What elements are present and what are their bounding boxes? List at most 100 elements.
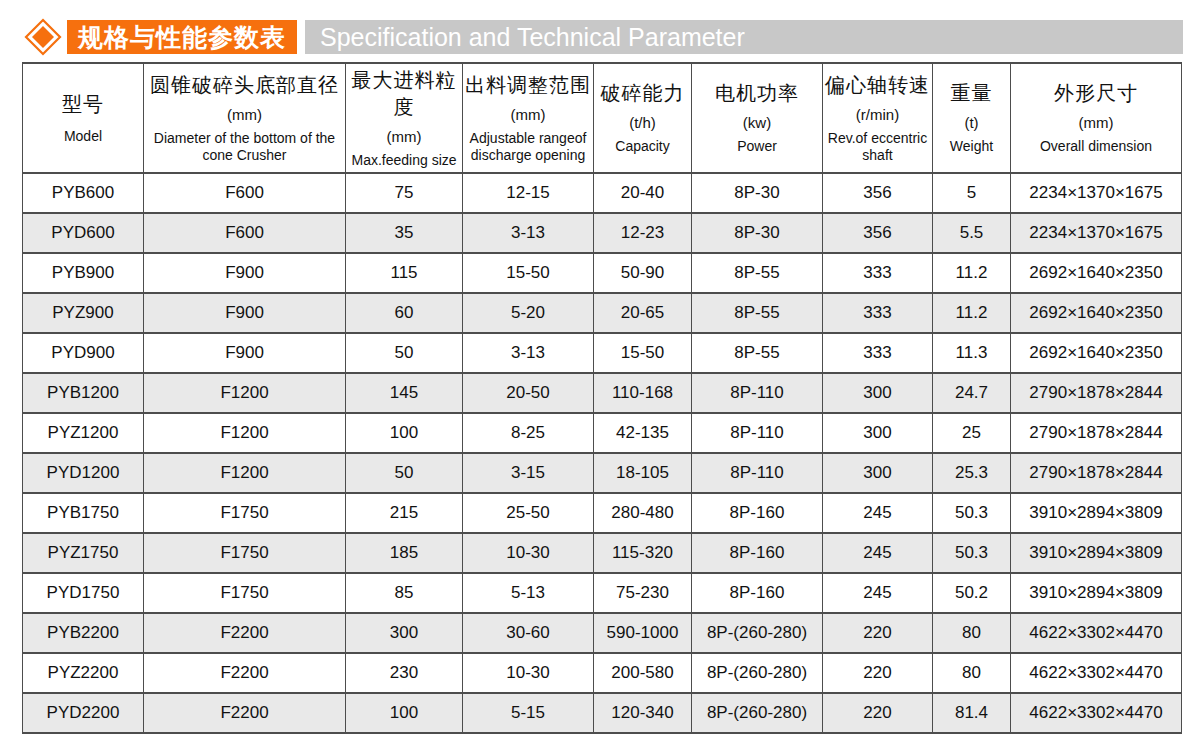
header-unit: (mm) <box>1079 114 1114 131</box>
table-cell: PYD600 <box>23 213 144 253</box>
page-title-en: Specification and Technical Parameter <box>305 20 1183 54</box>
header-label-en: Capacity <box>615 138 669 156</box>
table-cell: 8P-(260-280) <box>692 613 823 653</box>
table-cell: 11.3 <box>933 333 1011 373</box>
table-cell: 80 <box>933 613 1011 653</box>
table-cell: 2790×1878×2844 <box>1011 413 1182 453</box>
header-label-en: Max.feeding size <box>351 152 456 170</box>
table-cell: 15-50 <box>594 333 692 373</box>
table-cell: 2790×1878×2844 <box>1011 453 1182 493</box>
table-cell: 356 <box>823 173 933 213</box>
table-cell: F900 <box>144 293 346 333</box>
table-cell: 75 <box>346 173 463 213</box>
table-cell: 245 <box>823 533 933 573</box>
table-cell: 115-320 <box>594 533 692 573</box>
table-cell: F600 <box>144 173 346 213</box>
header-label-zh: 圆锥破碎头底部直径 <box>150 72 339 99</box>
table-cell: 50 <box>346 453 463 493</box>
table-cell: 20-50 <box>463 373 594 413</box>
table-cell: 50.3 <box>933 533 1011 573</box>
table-row: PYZ900F900605-2020-658P-5533311.22692×16… <box>23 293 1182 333</box>
table-cell: 220 <box>823 693 933 733</box>
table-row: PYB600F6007512-1520-408P-3035652234×1370… <box>23 173 1182 213</box>
table-cell: F1200 <box>144 453 346 493</box>
page-title-zh: 规格与性能参数表 <box>67 20 297 54</box>
table-cell: 8P-110 <box>692 413 823 453</box>
table-cell: 4622×3302×4470 <box>1011 613 1182 653</box>
table-row: PYB2200F220030030-60590-10008P-(260-280)… <box>23 613 1182 653</box>
header-label-en: Diameter of the bottom of the cone Crush… <box>146 130 343 165</box>
table-cell: 5 <box>933 173 1011 213</box>
header-label-zh: 破碎能力 <box>601 80 685 107</box>
header-label-en: Model <box>64 128 102 146</box>
table-row: PYD2200F22001005-15120-3408P-(260-280)22… <box>23 693 1182 733</box>
table-cell: F1200 <box>144 413 346 453</box>
table-row: PYD900F900503-1315-508P-5533311.32692×16… <box>23 333 1182 373</box>
column-header-model: 型号 Model <box>23 63 144 173</box>
header-label-zh: 出料调整范围 <box>465 72 591 99</box>
table-cell: 200-580 <box>594 653 692 693</box>
table-cell: 356 <box>823 213 933 253</box>
table-cell: 11.2 <box>933 293 1011 333</box>
table-cell: 215 <box>346 493 463 533</box>
table-cell: 5-13 <box>463 573 594 613</box>
table-cell: 333 <box>823 253 933 293</box>
table-cell: 8P-110 <box>692 453 823 493</box>
table-cell: 5.5 <box>933 213 1011 253</box>
table-cell: 280-480 <box>594 493 692 533</box>
title-bar: 规格与性能参数表 Specification and Technical Par… <box>24 19 1183 55</box>
column-header-overall-dimension: 外形尺寸 (mm) Overall dimension <box>1011 63 1182 173</box>
table-cell: 75-230 <box>594 573 692 613</box>
table-cell: 2234×1370×1675 <box>1011 173 1182 213</box>
table-cell: 8P-160 <box>692 493 823 533</box>
table-cell: PYB1200 <box>23 373 144 413</box>
header-label-en: Overall dimension <box>1040 138 1152 156</box>
table-cell: F1750 <box>144 533 346 573</box>
table-header: 型号 Model 圆锥破碎头底部直径 (mm) Diameter of the … <box>23 63 1182 173</box>
table-cell: 8P-(260-280) <box>692 693 823 733</box>
column-header-capacity: 破碎能力 (t/h) Capacity <box>594 63 692 173</box>
header-label-en: Adjustable rangeof discharge opening <box>465 130 591 165</box>
table-cell: 50 <box>346 333 463 373</box>
table-cell: 8P-160 <box>692 573 823 613</box>
table-cell: 300 <box>823 453 933 493</box>
table-cell: PYZ1750 <box>23 533 144 573</box>
table-cell: 42-135 <box>594 413 692 453</box>
table-cell: F600 <box>144 213 346 253</box>
table-cell: F2200 <box>144 653 346 693</box>
table-cell: 8P-110 <box>692 373 823 413</box>
header-label-zh: 最大进料粒度 <box>348 67 460 121</box>
table-cell: F1750 <box>144 493 346 533</box>
table-cell: PYB2200 <box>23 613 144 653</box>
table-cell: 4622×3302×4470 <box>1011 653 1182 693</box>
header-label-en: Weight <box>950 138 993 156</box>
table-cell: 145 <box>346 373 463 413</box>
table-cell: 3-13 <box>463 213 594 253</box>
table-body: PYB600F6007512-1520-408P-3035652234×1370… <box>23 173 1182 733</box>
table-cell: 2692×1640×2350 <box>1011 253 1182 293</box>
table-cell: 3910×2894×3809 <box>1011 533 1182 573</box>
table-row: PYB1750F175021525-50280-4808P-16024550.3… <box>23 493 1182 533</box>
header-label-zh: 重量 <box>951 80 993 107</box>
header-label-zh: 偏心轴转速 <box>825 72 930 99</box>
table-cell: 25-50 <box>463 493 594 533</box>
table-cell: 3-13 <box>463 333 594 373</box>
table-cell: 3-15 <box>463 453 594 493</box>
table-cell: 25.3 <box>933 453 1011 493</box>
table-cell: 2234×1370×1675 <box>1011 213 1182 253</box>
table-cell: F1200 <box>144 373 346 413</box>
table-cell: 2692×1640×2350 <box>1011 333 1182 373</box>
table-cell: 230 <box>346 653 463 693</box>
table-cell: 333 <box>823 333 933 373</box>
table-cell: 50-90 <box>594 253 692 293</box>
table-cell: F2200 <box>144 613 346 653</box>
table-cell: 15-50 <box>463 253 594 293</box>
table-cell: PYD1750 <box>23 573 144 613</box>
table-cell: PYB600 <box>23 173 144 213</box>
table-cell: 2790×1878×2844 <box>1011 373 1182 413</box>
table-row: PYB900F90011515-5050-908P-5533311.22692×… <box>23 253 1182 293</box>
header-label-en: Rev.of eccentric shaft <box>825 130 930 165</box>
table-cell: 590-1000 <box>594 613 692 653</box>
table-cell: 35 <box>346 213 463 253</box>
table-cell: 300 <box>823 373 933 413</box>
